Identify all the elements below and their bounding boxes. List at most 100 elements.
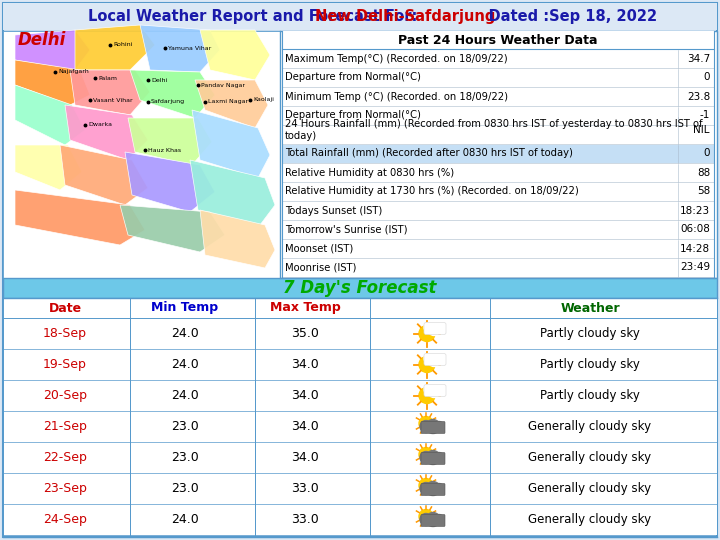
FancyBboxPatch shape bbox=[421, 483, 445, 496]
FancyBboxPatch shape bbox=[424, 322, 446, 334]
Text: Partly cloudy sky: Partly cloudy sky bbox=[540, 358, 640, 371]
Circle shape bbox=[419, 388, 435, 403]
FancyBboxPatch shape bbox=[282, 107, 714, 125]
Text: 7 Day's Forecast: 7 Day's Forecast bbox=[283, 279, 437, 297]
Text: 34.0: 34.0 bbox=[291, 451, 319, 464]
Text: -1: -1 bbox=[700, 111, 710, 120]
FancyBboxPatch shape bbox=[282, 145, 714, 163]
Text: 24.0: 24.0 bbox=[171, 513, 199, 526]
Circle shape bbox=[426, 512, 440, 526]
FancyBboxPatch shape bbox=[282, 259, 714, 277]
Text: Min Temp: Min Temp bbox=[151, 301, 219, 314]
Text: 23.8: 23.8 bbox=[687, 91, 710, 102]
Text: 18:23: 18:23 bbox=[680, 206, 710, 215]
Polygon shape bbox=[70, 70, 150, 115]
Polygon shape bbox=[15, 60, 90, 105]
FancyBboxPatch shape bbox=[424, 354, 446, 366]
Text: 33.0: 33.0 bbox=[291, 513, 319, 526]
Text: 0: 0 bbox=[703, 72, 710, 83]
Circle shape bbox=[420, 421, 432, 433]
Text: Yamuna Vihar: Yamuna Vihar bbox=[168, 45, 211, 51]
Text: Najafgarh: Najafgarh bbox=[58, 70, 89, 75]
Text: 23.0: 23.0 bbox=[171, 482, 199, 495]
FancyBboxPatch shape bbox=[3, 3, 717, 30]
Text: 20-Sep: 20-Sep bbox=[43, 389, 87, 402]
Text: Kaolaji: Kaolaji bbox=[253, 98, 274, 103]
Text: Dated :Sep 18, 2022: Dated :Sep 18, 2022 bbox=[468, 9, 657, 24]
Text: 34.0: 34.0 bbox=[291, 420, 319, 433]
Text: 23.0: 23.0 bbox=[171, 420, 199, 433]
Text: 21-Sep: 21-Sep bbox=[43, 420, 87, 433]
Polygon shape bbox=[130, 70, 215, 118]
Text: Pandav Nagar: Pandav Nagar bbox=[201, 83, 245, 87]
Text: Delhi: Delhi bbox=[18, 31, 66, 49]
FancyBboxPatch shape bbox=[282, 31, 714, 49]
Text: Maximum Temp(°C) (Recorded. on 18/09/22): Maximum Temp(°C) (Recorded. on 18/09/22) bbox=[285, 53, 508, 64]
Text: 58: 58 bbox=[697, 186, 710, 197]
Circle shape bbox=[428, 386, 440, 397]
FancyBboxPatch shape bbox=[3, 411, 717, 442]
Polygon shape bbox=[200, 30, 270, 80]
Text: Rohini: Rohini bbox=[113, 43, 132, 48]
Text: 33.0: 33.0 bbox=[291, 482, 319, 495]
Text: Generally cloudy sky: Generally cloudy sky bbox=[528, 482, 652, 495]
FancyBboxPatch shape bbox=[282, 117, 714, 144]
Circle shape bbox=[434, 453, 444, 462]
Text: NIL: NIL bbox=[693, 125, 710, 135]
Text: Partly cloudy sky: Partly cloudy sky bbox=[540, 327, 640, 340]
Circle shape bbox=[434, 515, 444, 524]
FancyBboxPatch shape bbox=[3, 278, 717, 298]
Text: 23-Sep: 23-Sep bbox=[43, 482, 87, 495]
Circle shape bbox=[419, 478, 433, 492]
Text: Generally cloudy sky: Generally cloudy sky bbox=[528, 420, 652, 433]
Polygon shape bbox=[195, 80, 268, 128]
Polygon shape bbox=[15, 85, 85, 145]
Polygon shape bbox=[125, 152, 215, 212]
Text: 24.0: 24.0 bbox=[171, 358, 199, 371]
Circle shape bbox=[420, 514, 432, 525]
Text: 34.7: 34.7 bbox=[687, 53, 710, 64]
FancyBboxPatch shape bbox=[3, 380, 717, 411]
Circle shape bbox=[424, 354, 434, 363]
Text: 19-Sep: 19-Sep bbox=[43, 358, 87, 371]
Polygon shape bbox=[190, 160, 275, 225]
Text: 23.0: 23.0 bbox=[171, 451, 199, 464]
Text: Generally cloudy sky: Generally cloudy sky bbox=[528, 513, 652, 526]
Circle shape bbox=[420, 451, 432, 463]
Polygon shape bbox=[128, 118, 212, 165]
Polygon shape bbox=[15, 145, 82, 190]
Text: 34.0: 34.0 bbox=[291, 358, 319, 371]
FancyBboxPatch shape bbox=[421, 453, 445, 464]
FancyBboxPatch shape bbox=[282, 164, 714, 182]
FancyBboxPatch shape bbox=[3, 31, 280, 278]
Circle shape bbox=[435, 386, 445, 395]
Text: Dwarka: Dwarka bbox=[88, 123, 112, 127]
Polygon shape bbox=[192, 110, 270, 178]
FancyBboxPatch shape bbox=[282, 69, 714, 87]
FancyBboxPatch shape bbox=[421, 515, 445, 526]
Text: Local Weather Report and Forecast For:: Local Weather Report and Forecast For: bbox=[88, 9, 423, 24]
Text: 18-Sep: 18-Sep bbox=[43, 327, 87, 340]
Text: 34.0: 34.0 bbox=[291, 389, 319, 402]
FancyBboxPatch shape bbox=[3, 318, 717, 349]
FancyBboxPatch shape bbox=[282, 88, 714, 106]
Polygon shape bbox=[75, 25, 155, 70]
FancyBboxPatch shape bbox=[282, 183, 714, 201]
Circle shape bbox=[424, 322, 434, 333]
Circle shape bbox=[420, 483, 432, 495]
FancyBboxPatch shape bbox=[282, 221, 714, 239]
Text: Moonset (IST): Moonset (IST) bbox=[285, 244, 354, 253]
FancyBboxPatch shape bbox=[282, 240, 714, 258]
Text: 24.0: 24.0 bbox=[171, 327, 199, 340]
Circle shape bbox=[419, 510, 433, 523]
Text: Relative Humidity at 1730 hrs (%) (Recorded. on 18/09/22): Relative Humidity at 1730 hrs (%) (Recor… bbox=[285, 186, 579, 197]
Circle shape bbox=[426, 482, 440, 496]
Text: Generally cloudy sky: Generally cloudy sky bbox=[528, 451, 652, 464]
Text: 0: 0 bbox=[703, 148, 710, 159]
Circle shape bbox=[428, 323, 440, 335]
Text: 24 Hours Rainfall (mm) (Recorded from 0830 hrs IST of yesterday to 0830 hrs IST : 24 Hours Rainfall (mm) (Recorded from 08… bbox=[285, 119, 703, 141]
Polygon shape bbox=[60, 145, 148, 205]
Circle shape bbox=[435, 354, 445, 364]
FancyBboxPatch shape bbox=[421, 422, 445, 434]
Circle shape bbox=[426, 420, 440, 434]
